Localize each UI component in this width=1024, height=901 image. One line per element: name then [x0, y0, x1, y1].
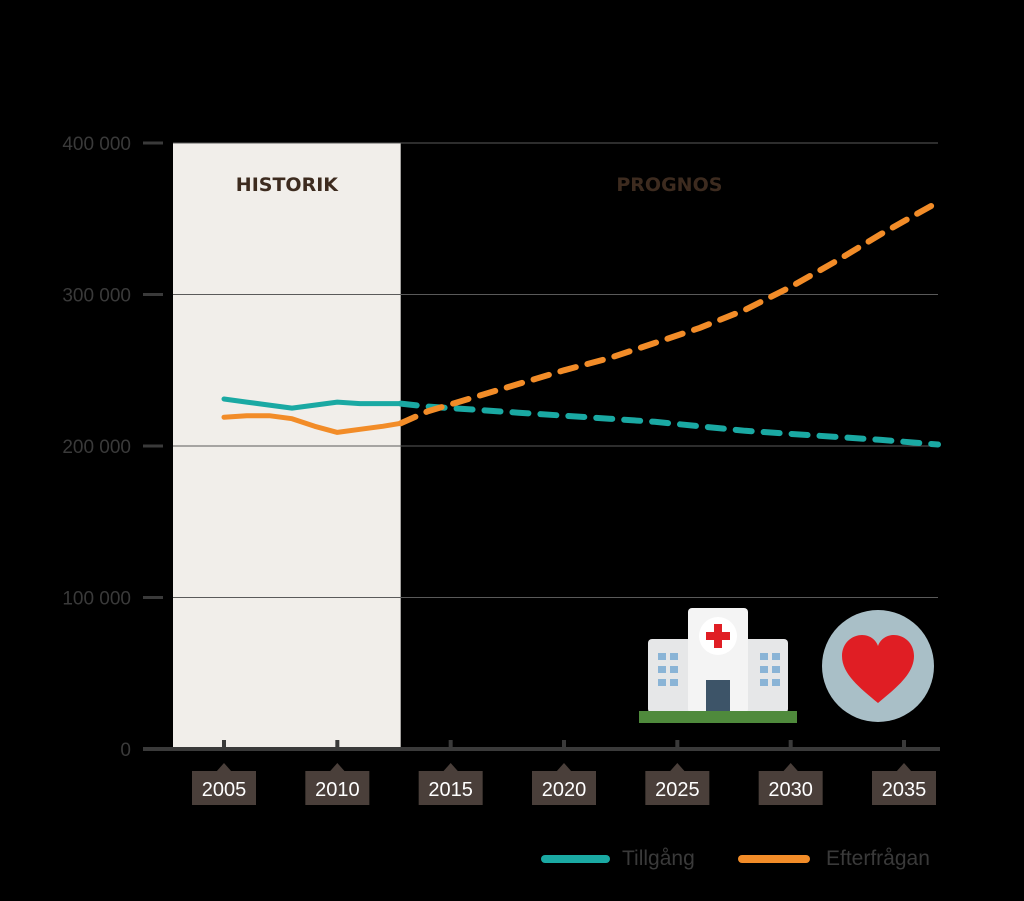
hospital-icon	[639, 608, 797, 723]
legend-label-tillg-ng: Tillgång	[622, 847, 695, 870]
x-tick-box	[418, 771, 483, 805]
x-tick-label: 2035	[882, 779, 927, 801]
y-tick-label: 300 000	[62, 286, 131, 307]
x-tick-label: 2025	[655, 779, 700, 801]
x-tick-pointer	[442, 763, 459, 772]
x-tick-pointer	[669, 763, 686, 772]
y-tick-label: 100 000	[62, 589, 131, 610]
series-efterfr-gan-historic	[221, 413, 404, 435]
x-tick-box	[532, 771, 596, 805]
region-label-historik: HISTORIK	[236, 174, 339, 196]
x-tick-box	[872, 771, 936, 805]
x-tick-label: 2005	[202, 779, 247, 801]
series-tillg-ng-historic	[221, 396, 404, 411]
region-labels: HISTORIK PROGNOS	[236, 174, 723, 196]
x-tick-box	[192, 771, 256, 805]
series-tillg-ng-forecast	[397, 400, 941, 448]
legend-label-efterfr-gan: Efterfrågan	[826, 847, 930, 870]
x-tick-box	[305, 771, 370, 805]
x-tick-pointer	[782, 763, 799, 772]
x-tick-box	[758, 771, 823, 805]
x-tick-pointer	[216, 763, 232, 772]
heart-icon	[822, 610, 934, 722]
x-tick-label: 2010	[315, 779, 360, 801]
x-tick-pointer	[329, 763, 346, 772]
gridlines	[173, 142, 938, 598]
x-tick-box	[645, 771, 710, 805]
y-tick-label: 200 000	[62, 437, 131, 458]
legend: Tillgång Efterfrågan	[541, 847, 930, 870]
x-tick-pointer	[896, 763, 912, 772]
series-efterfr-gan-forecast	[397, 199, 941, 427]
y-tick-label: 400 000	[62, 134, 131, 155]
axes: 0 100 000 200 000 300 000 400 000 2005 2010 201…	[62, 134, 940, 805]
y-tick-label: 0	[120, 740, 131, 761]
region-label-prognos: PROGNOS	[616, 174, 722, 196]
x-tick-label: 2020	[542, 779, 587, 801]
x-tick-label: 2030	[768, 779, 813, 801]
series-lines	[221, 199, 941, 448]
x-tick-label: 2015	[428, 779, 473, 801]
x-tick-pointer	[556, 763, 572, 772]
